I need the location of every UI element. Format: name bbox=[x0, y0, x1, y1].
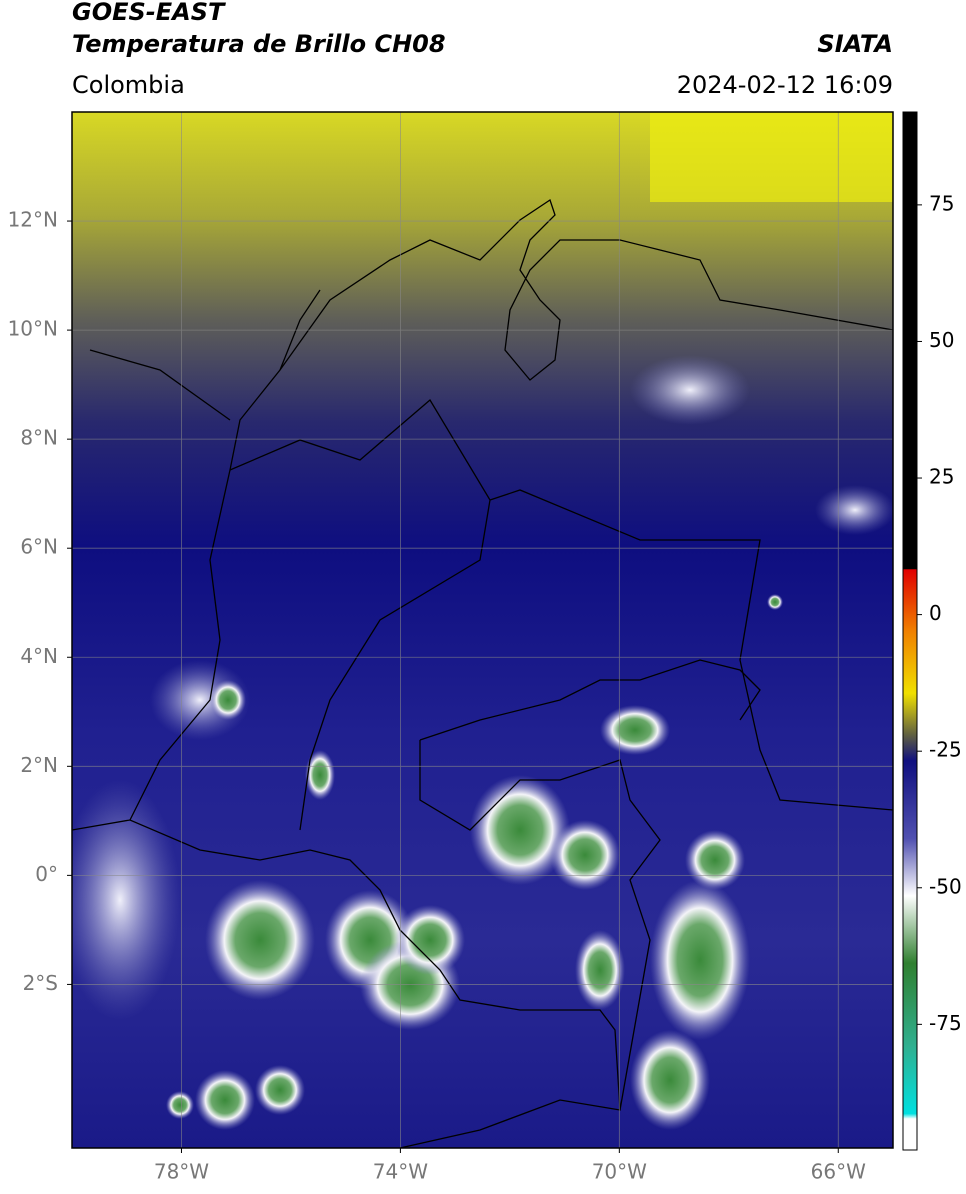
region: Colombia bbox=[72, 71, 185, 99]
satellite-image bbox=[72, 112, 893, 1148]
colorbar bbox=[902, 111, 918, 1151]
colorbar-tick-label: -25 bbox=[929, 738, 962, 762]
timestamp: 2024-02-12 16:09 bbox=[677, 71, 893, 99]
source: SIATA bbox=[817, 30, 893, 58]
product: Temperatura de Brillo CH08 bbox=[72, 30, 446, 58]
colorbar-tick-label: -75 bbox=[929, 1011, 962, 1035]
map-grid bbox=[72, 112, 893, 1148]
lat-tick-label: 12°N bbox=[8, 208, 58, 232]
lon-tick-label: 70°W bbox=[592, 1160, 647, 1184]
lat-tick-label: 4°N bbox=[20, 644, 58, 668]
satellite: GOES-EAST bbox=[72, 0, 226, 26]
lat-tick-label: 8°N bbox=[20, 426, 58, 450]
lat-tick-label: 6°N bbox=[20, 535, 58, 559]
lat-tick-label: 2°S bbox=[23, 971, 58, 995]
lon-tick-label: 78°W bbox=[154, 1160, 209, 1184]
lat-tick-label: 0° bbox=[35, 862, 58, 886]
colorbar-tick-label: -50 bbox=[929, 874, 962, 898]
colorbar-tick-label: 50 bbox=[929, 328, 954, 352]
lon-tick-label: 66°W bbox=[811, 1160, 866, 1184]
lat-tick-label: 10°N bbox=[8, 317, 58, 341]
map-frame bbox=[71, 111, 894, 1149]
lat-tick-label: 2°N bbox=[20, 753, 58, 777]
colorbar-tick-label: 0 bbox=[929, 601, 942, 625]
colorbar-tick-label: 25 bbox=[929, 465, 954, 489]
lon-tick-label: 74°W bbox=[373, 1160, 428, 1184]
colorbar-tick-label: 75 bbox=[929, 191, 954, 215]
